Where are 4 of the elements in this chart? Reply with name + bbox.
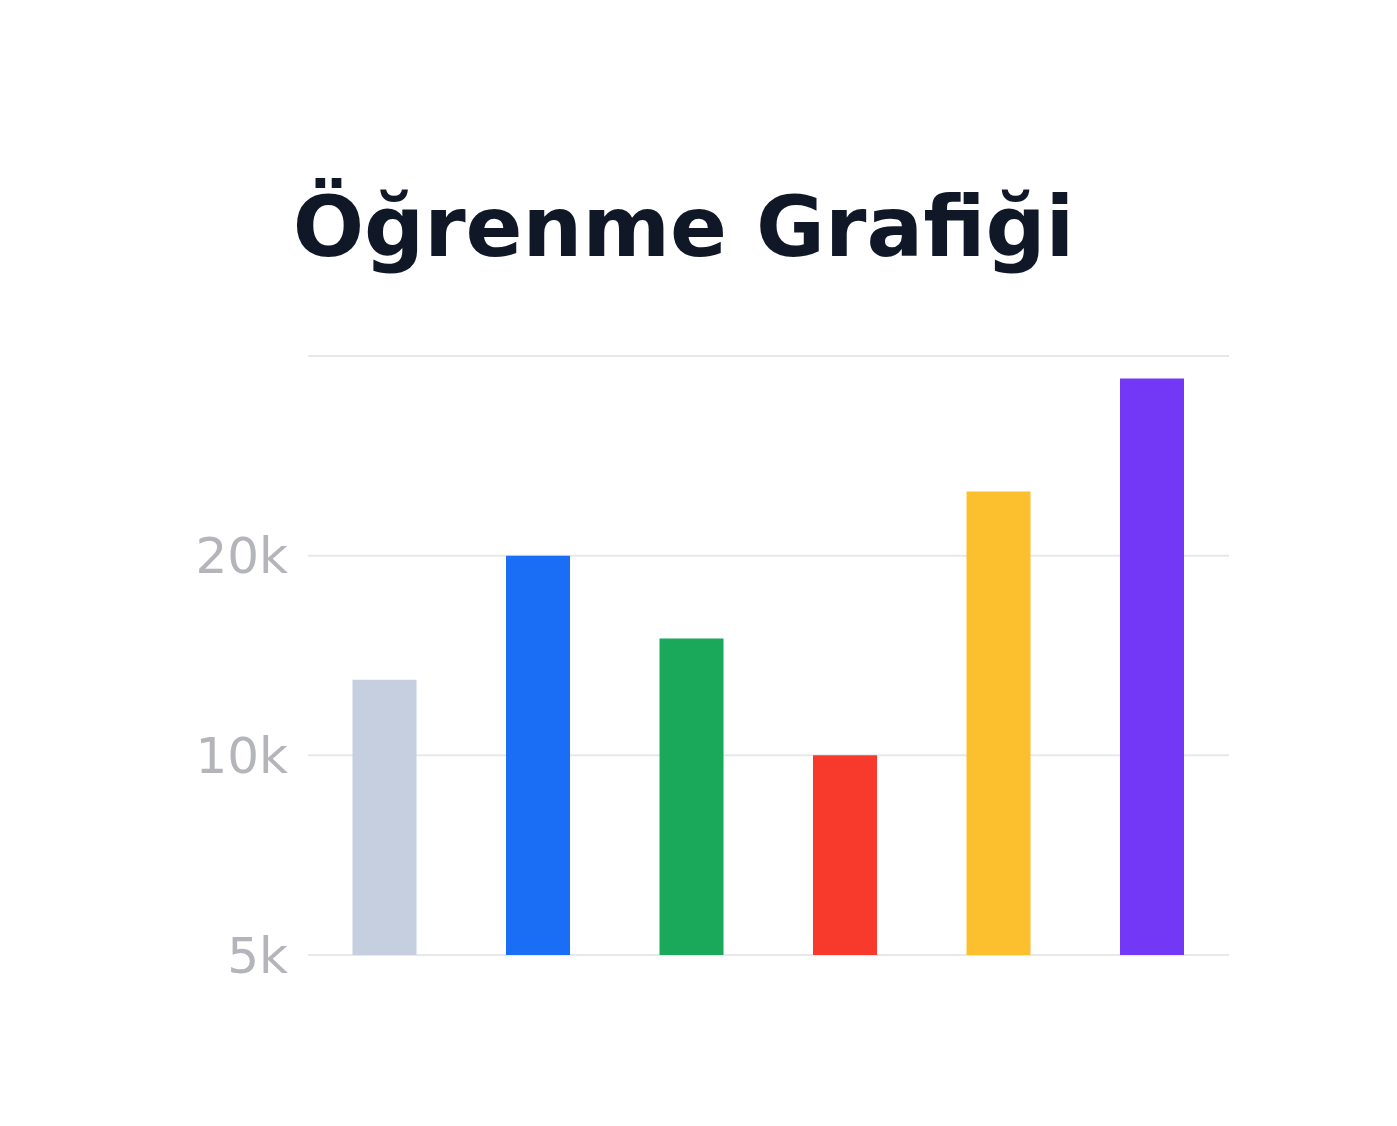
chart-title: Öğrenme Grafiği xyxy=(291,178,1076,276)
y-tick-label: 10k xyxy=(195,727,289,786)
y-tick-label: 20k xyxy=(195,527,289,586)
y-tick-label: 5k xyxy=(227,926,289,985)
